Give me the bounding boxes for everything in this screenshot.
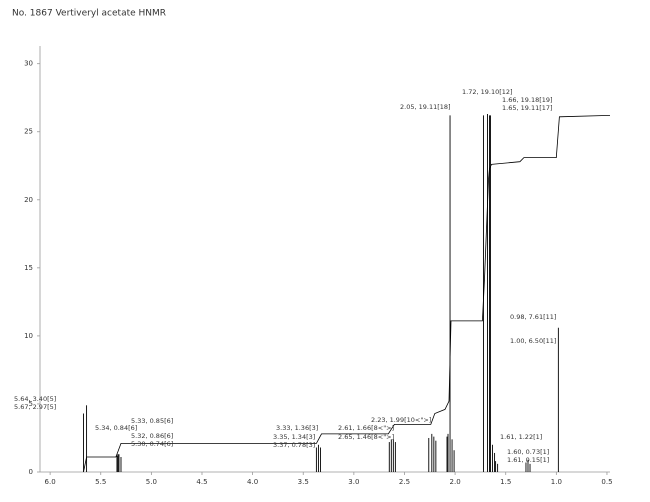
- peak-label: 1.00, 6.50[11]: [510, 337, 556, 345]
- x-tick-label: 3.5: [298, 478, 309, 486]
- x-tick-label: 1.5: [500, 478, 511, 486]
- peak-label: 1.72, 19.10[12]: [462, 88, 513, 96]
- peak-label: 2.23, 1.99[10<">]: [371, 416, 431, 424]
- y-tick-label: 25: [24, 128, 33, 136]
- peak-label: 1.66, 19.18[19]: [502, 96, 553, 104]
- x-tick-label: 2.5: [399, 478, 410, 486]
- y-tick-label: 20: [24, 196, 33, 204]
- peak-label: 2.65, 1.46[8<">]: [338, 433, 394, 441]
- x-tick-label: 1.0: [551, 478, 562, 486]
- chart-title: No. 1867 Vertiveryl acetate HNMR: [12, 9, 166, 19]
- x-tick-label: 5.5: [95, 478, 106, 486]
- peak-label: 3.37, 0.78[3]: [273, 441, 315, 449]
- x-tick-label: 2.0: [450, 478, 461, 486]
- peak-label: 5.30, 0.74[6]: [131, 440, 173, 448]
- peak-label: 3.35, 1.34[3]: [273, 433, 315, 441]
- peak-label: 2.05, 19.11[18]: [400, 103, 451, 111]
- integral-curve: [83, 115, 611, 473]
- y-tick-label: 30: [24, 60, 33, 68]
- y-tick-label: 5: [29, 400, 33, 408]
- x-tick-label: 4.5: [196, 478, 207, 486]
- peak-label: 5.32, 0.86[6]: [131, 432, 173, 440]
- peak-label: 1.60, 0.73[1]: [507, 448, 549, 456]
- x-tick-label: 3.0: [348, 478, 359, 486]
- peak-label: 1.65, 19.11[17]: [502, 104, 553, 112]
- peak-label: 0.98, 7.61[11]: [510, 313, 556, 321]
- y-tick-label: 15: [24, 264, 33, 272]
- peak-label: 2.61, 1.66[8<">]: [338, 424, 394, 432]
- x-tick-label: 5.0: [146, 478, 157, 486]
- peak-label: 5.33, 0.85[6]: [131, 417, 173, 425]
- y-tick-label: 0: [29, 468, 33, 476]
- peak-label: 5.67, 2.97[5]: [14, 403, 56, 411]
- y-tick-label: 10: [24, 332, 33, 340]
- x-tick-label: 0.5: [601, 478, 612, 486]
- peak-label: 1.61, 1.22[1]: [500, 433, 542, 441]
- peak-label: 1.61, 0.15[1]: [507, 456, 549, 464]
- peak-label: 5.64, 3.40[5]: [14, 395, 56, 403]
- x-tick-label: 4.0: [247, 478, 258, 486]
- peak-label: 3.33, 1.36[3]: [276, 424, 318, 432]
- peak-label: 5.34, 0.84[6]: [95, 424, 137, 432]
- x-tick-label: 6.0: [45, 478, 56, 486]
